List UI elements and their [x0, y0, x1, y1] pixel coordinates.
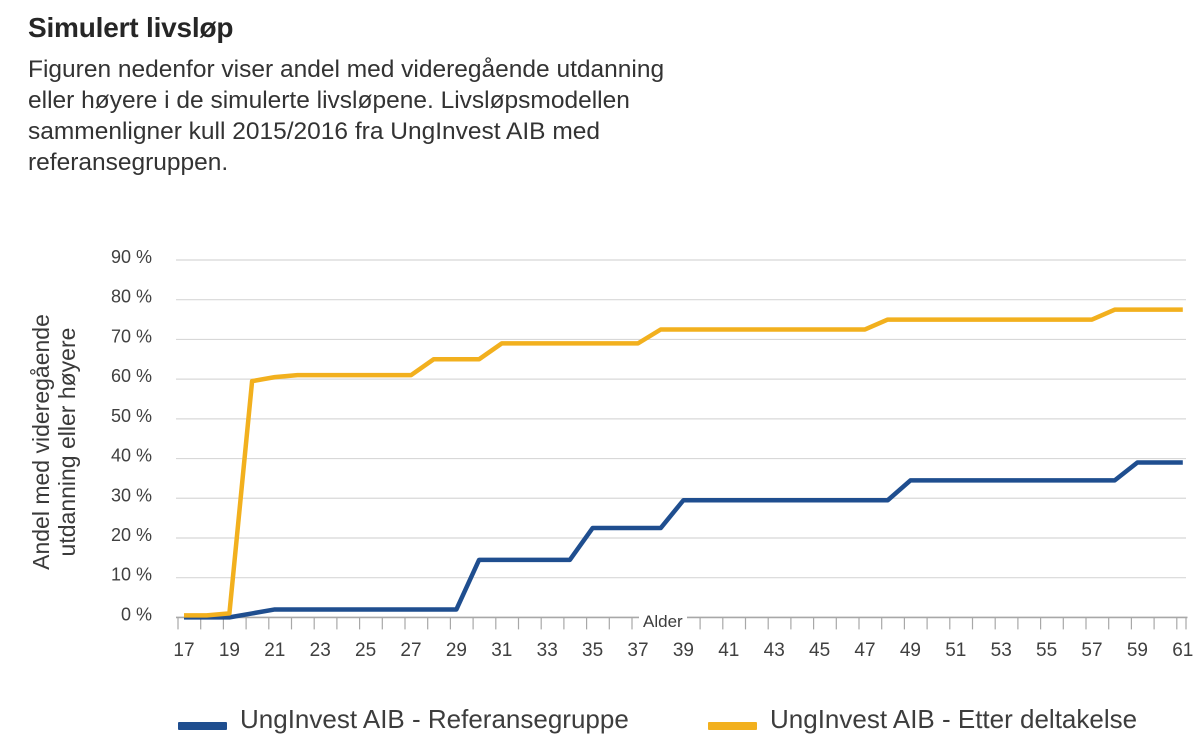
- y-axis-title-line: utdanning eller høyere: [54, 327, 80, 557]
- x-tick-label: 59: [1127, 640, 1148, 661]
- legend-swatch-referansegruppe: [178, 722, 227, 730]
- series-line-referansegruppe: [184, 460, 1183, 620]
- legend-item-referansegruppe: UngInvest AIB - Referansegruppe: [178, 700, 629, 735]
- x-tick-label: 61: [1172, 640, 1193, 661]
- y-tick-label: 10 %: [111, 565, 152, 585]
- x-tick-label: 37: [627, 640, 648, 661]
- description-line: eller høyere i de simulerte livsløpene. …: [28, 87, 630, 114]
- x-tick-label: 45: [809, 640, 830, 661]
- x-tick-label: 25: [355, 640, 376, 661]
- page-title: Simulert livsløp: [28, 12, 234, 43]
- y-tick-label: 60 %: [111, 366, 152, 386]
- x-tick-label: 29: [446, 640, 467, 661]
- x-tick-label: 43: [764, 640, 785, 661]
- y-tick-label: 40 %: [111, 446, 152, 466]
- legend-label-etter-deltakelse: UngInvest AIB - Etter deltakelse: [770, 704, 1138, 734]
- y-tick-label: 20 %: [111, 525, 152, 545]
- x-axis-title: Alder: [639, 612, 687, 632]
- x-tick-label: 31: [491, 640, 512, 661]
- x-tick-label: 33: [537, 640, 558, 661]
- series-line-etter-deltakelse: [184, 307, 1183, 618]
- x-tick-label: 47: [854, 640, 875, 661]
- x-tick-label: 35: [582, 640, 603, 661]
- description-line: Figuren nedenfor viser andel med videreg…: [28, 56, 665, 83]
- description: Figuren nedenfor viser andel med videreg…: [28, 54, 664, 178]
- x-tick-label: 51: [945, 640, 966, 661]
- description-line: sammenligner kull 2015/2016 fra UngInves…: [28, 118, 600, 145]
- y-tick-label: 0 %: [121, 604, 152, 624]
- y-tick-label: 80 %: [111, 287, 152, 307]
- y-tick-label: 90 %: [111, 247, 152, 267]
- y-tick-label: 50 %: [111, 406, 152, 426]
- y-axis-title-line: Andel med videregående: [28, 314, 54, 570]
- x-tick-label: 41: [718, 640, 739, 661]
- x-tick-label: 55: [1036, 640, 1057, 661]
- x-tick-label: 39: [673, 640, 694, 661]
- x-tick-label: 23: [310, 640, 331, 661]
- y-tick-label: 30 %: [111, 485, 152, 505]
- legend-item-etter-deltakelse: UngInvest AIB - Etter deltakelse: [708, 700, 1137, 735]
- chart-legend: UngInvest AIB - Referansegruppe UngInves…: [0, 700, 1200, 745]
- x-tick-label: 21: [264, 640, 285, 661]
- x-tick-label: 27: [400, 640, 421, 661]
- x-tick-label: 53: [991, 640, 1012, 661]
- description-line: referansegruppen.: [28, 149, 229, 176]
- x-tick-label: 19: [219, 640, 240, 661]
- legend-label-referansegruppe: UngInvest AIB - Referansegruppe: [240, 704, 629, 734]
- x-tick-label: 57: [1081, 640, 1102, 661]
- legend-swatch-etter-deltakelse: [708, 722, 757, 730]
- y-tick-label: 70 %: [111, 326, 152, 346]
- x-tick-label: 49: [900, 640, 921, 661]
- x-tick-label: 17: [173, 640, 194, 661]
- y-axis-title: Andel med videregående utdanning eller h…: [28, 292, 80, 592]
